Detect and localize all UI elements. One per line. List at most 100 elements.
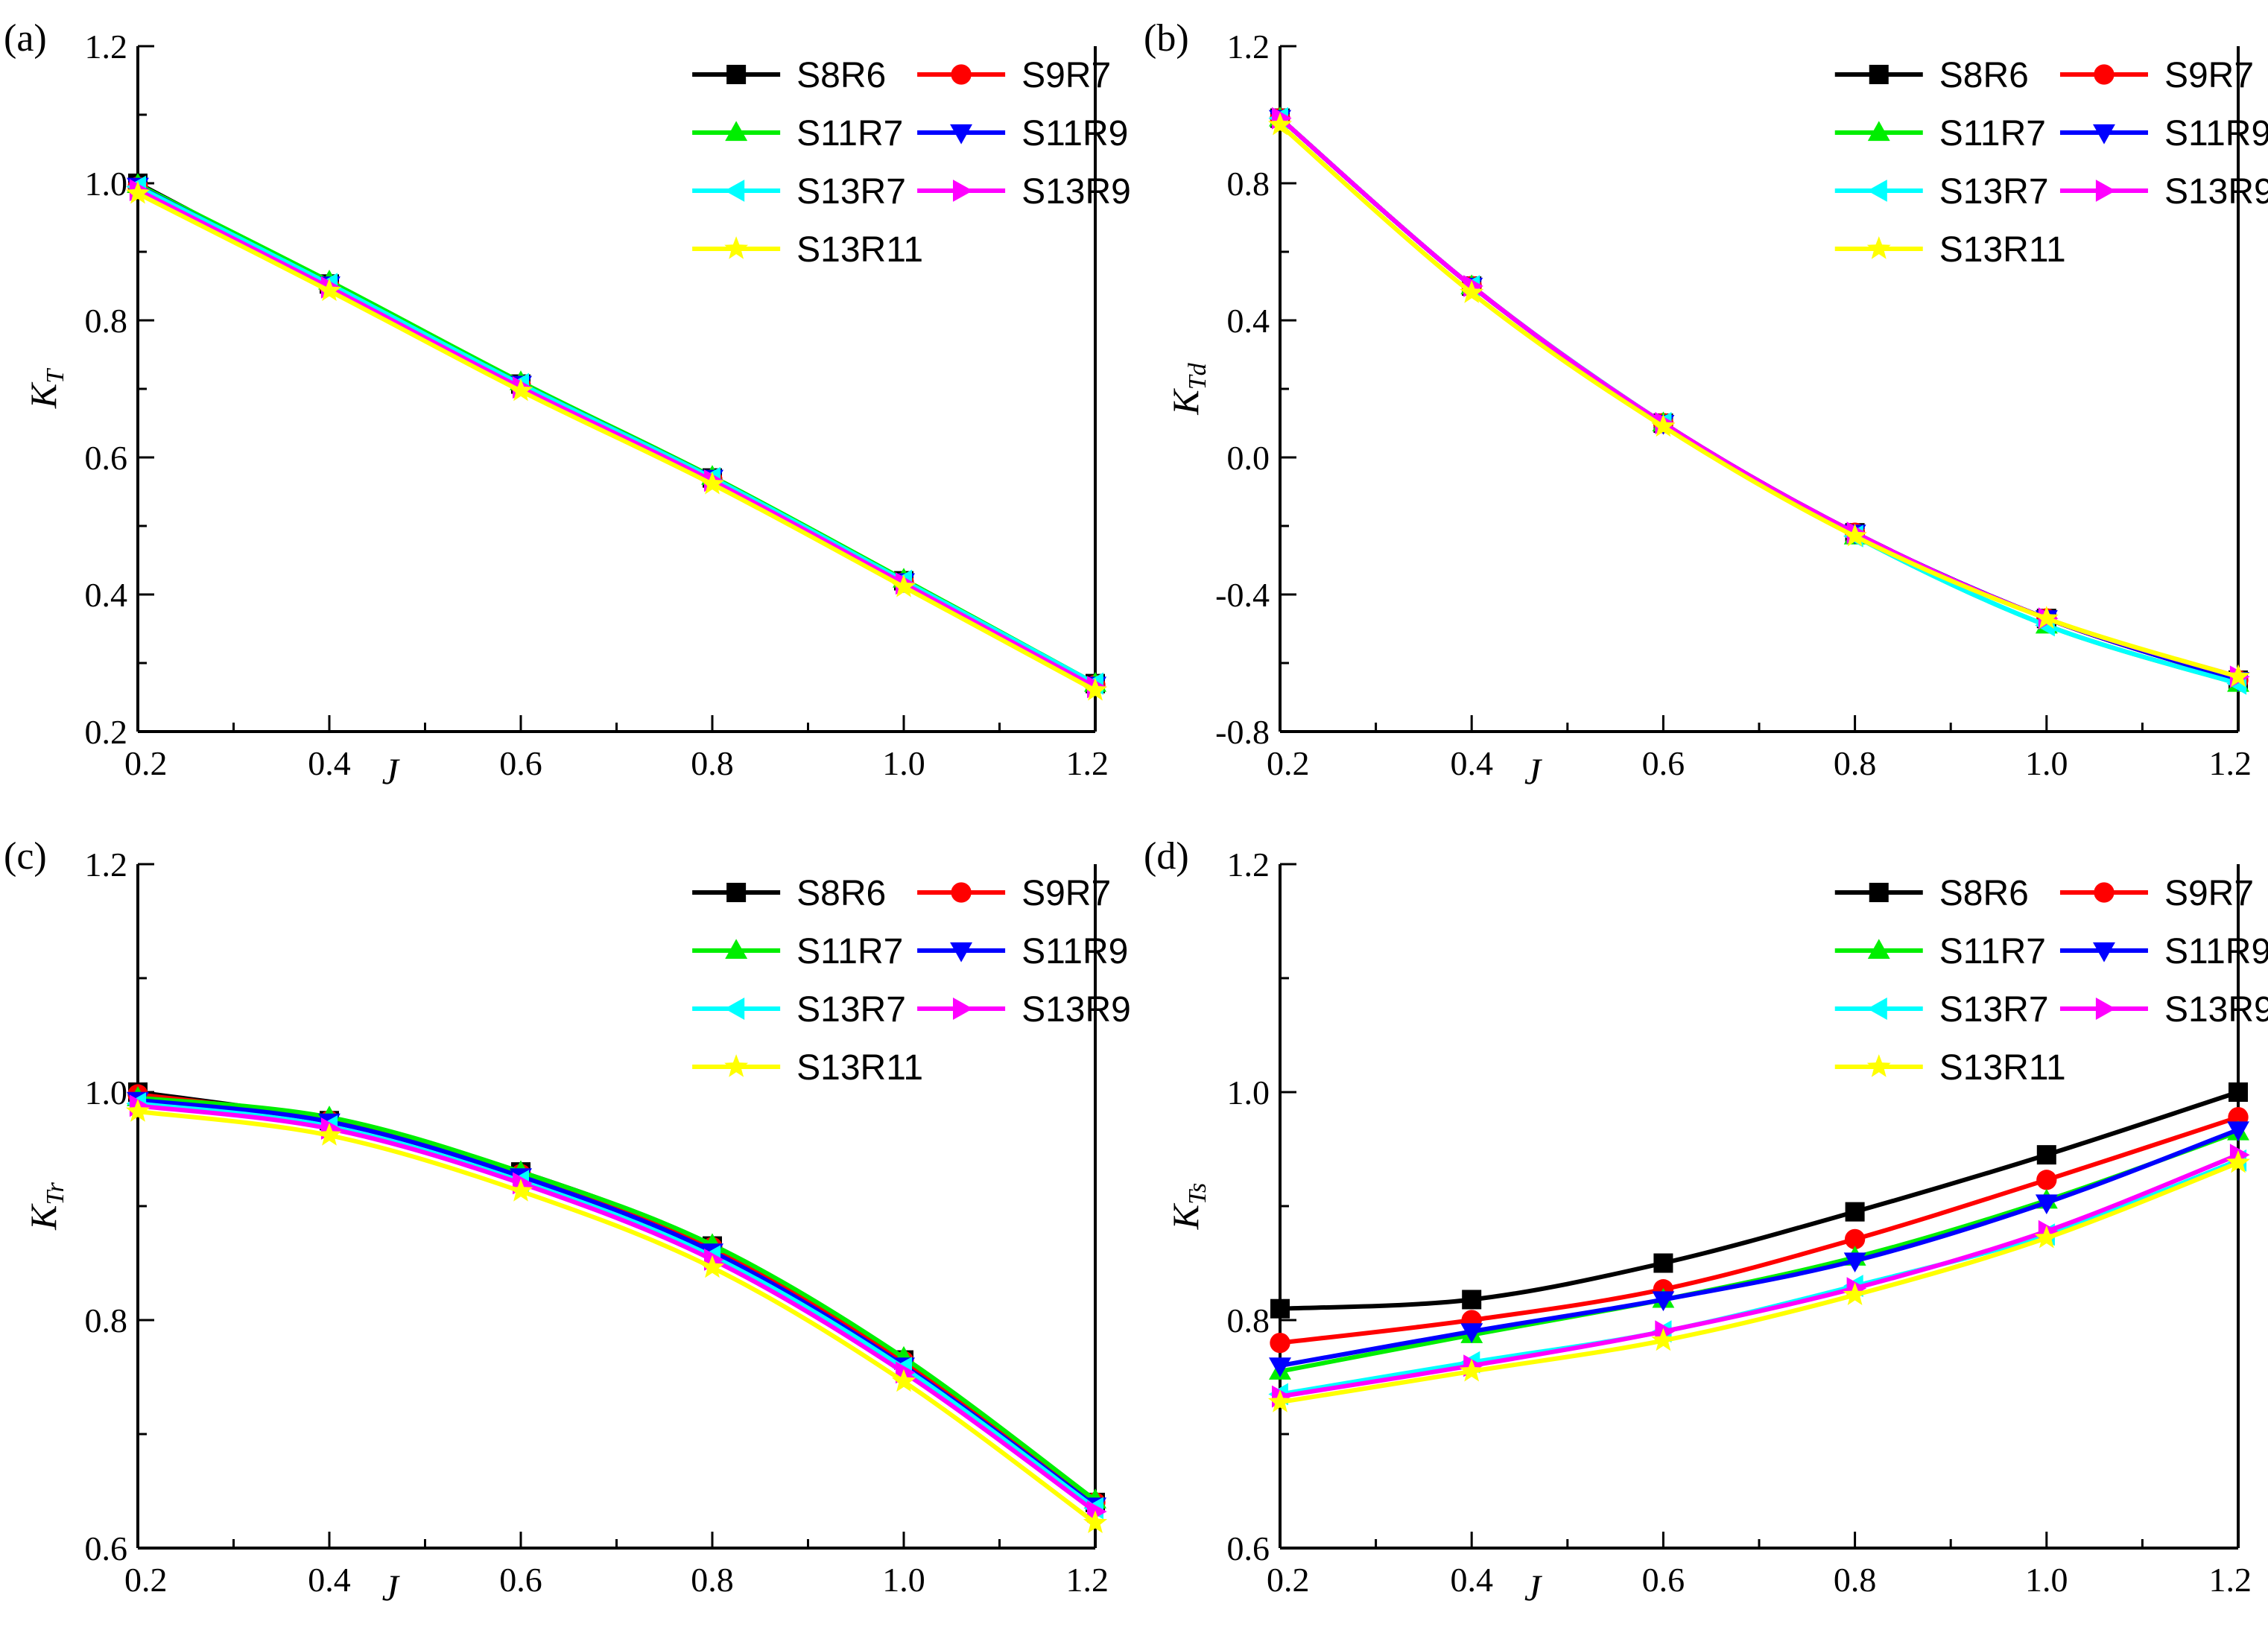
data-point-S13R11 — [1651, 413, 1676, 437]
y-tick-label: 0.6 — [85, 1529, 128, 1567]
x-tick-label: 0.4 — [308, 1561, 351, 1599]
data-point-S9R7 — [1844, 1228, 1866, 1250]
data-point-S13R11 — [700, 472, 725, 495]
legend-label-S13R7: S13R7 — [1939, 172, 2049, 212]
data-point-S11R9 — [1652, 1291, 1675, 1312]
series-line-S8R6 — [1278, 1090, 2240, 1311]
series-line-S13R11 — [1278, 122, 2240, 679]
legend-marker-S8R6 — [726, 65, 747, 84]
legend-label-S9R7: S9R7 — [2164, 56, 2254, 95]
x-tick-label: 1.0 — [2025, 744, 2068, 782]
legend-marker-S13R7 — [1867, 180, 1887, 202]
data-point-S13R11 — [1460, 1358, 1484, 1382]
y-axis-title: KTs — [1165, 1183, 1211, 1230]
y-tick-label: 1.2 — [85, 28, 128, 66]
legend-label-S8R6: S8R6 — [1939, 874, 2029, 913]
legend-label-S8R6: S8R6 — [796, 874, 886, 913]
legend-marker-S13R9 — [953, 998, 973, 1020]
x-tick-label: 0.8 — [1834, 744, 1877, 782]
legend-marker-S11R7 — [1867, 939, 1890, 959]
legend-label-S13R11: S13R11 — [796, 1048, 923, 1088]
legend-marker-S8R6 — [1869, 883, 1889, 902]
data-point-S13R11 — [1651, 1328, 1676, 1351]
y-axis-title-sub: Td — [1184, 362, 1211, 390]
legend-label-S9R7: S9R7 — [1021, 56, 1111, 95]
y-axis-title-sub: Tr — [42, 1182, 69, 1205]
panel-label: (d) — [1144, 835, 1189, 878]
y-tick-label: 1.0 — [85, 165, 128, 203]
data-point-S8R6 — [1270, 1298, 1290, 1319]
data-point-S13R11 — [1083, 1510, 1108, 1533]
data-point-S13R11 — [2034, 606, 2059, 629]
data-point-S13R11 — [1843, 1282, 1867, 1305]
legend-label-S11R9: S11R9 — [2164, 932, 2268, 971]
series-line-S13R9 — [1278, 115, 2240, 679]
x-tick-label: 0.2 — [1267, 744, 1310, 782]
legend-label-S9R7: S9R7 — [2164, 874, 2254, 913]
legend-marker-S13R7 — [724, 998, 745, 1020]
y-axis-title: KT — [22, 368, 69, 409]
legend-marker-S13R7 — [724, 180, 745, 202]
legend-label-S8R6: S8R6 — [796, 56, 886, 95]
series-line-S13R7 — [1278, 115, 2240, 686]
legend-marker-S11R7 — [1867, 121, 1890, 142]
x-tick-label: 1.0 — [882, 744, 925, 782]
series-line-S11R7 — [1278, 1129, 2240, 1374]
legend-marker-S11R9 — [950, 124, 972, 145]
series-line-S9R7 — [136, 1092, 1097, 1505]
legend-label-S11R7: S11R7 — [1939, 932, 2046, 971]
legend-marker-S13R11 — [1866, 1054, 1891, 1077]
legend-marker-S13R11 — [1866, 236, 1891, 259]
series-line-S8R6 — [136, 1090, 1097, 1505]
y-axis-title-main: K — [22, 381, 64, 409]
data-point-S13R11 — [1267, 112, 1293, 136]
x-tick-label: 0.6 — [499, 1561, 542, 1599]
data-point-S11R9 — [1843, 1252, 1866, 1272]
legend-marker-S11R9 — [2093, 124, 2115, 145]
legend-marker-S9R7 — [951, 64, 972, 85]
legend-marker-S9R7 — [951, 882, 972, 903]
series-line-S13R11 — [1278, 1160, 2240, 1405]
x-axis-title: J — [382, 750, 401, 792]
data-point-S8R6 — [1462, 1290, 1482, 1310]
series-line-S13R9 — [1278, 1152, 2240, 1399]
legend-label-S13R11: S13R11 — [796, 230, 923, 270]
legend-label-S13R7: S13R7 — [1939, 990, 2049, 1030]
y-axis-title-main: K — [1165, 388, 1206, 416]
x-axis-title: J — [382, 1567, 401, 1608]
x-axis-title: J — [1524, 1567, 1543, 1608]
legend-label-S13R7: S13R7 — [796, 990, 906, 1030]
data-point-S8R6 — [1653, 1253, 1673, 1273]
y-axis-title: KTd — [1165, 362, 1211, 415]
series-line-S13R7 — [136, 1101, 1097, 1511]
data-point-S13R11 — [508, 1179, 533, 1202]
y-axis-title: KTr — [22, 1182, 69, 1230]
legend-marker-S8R6 — [726, 883, 747, 902]
legend-label-S13R9: S13R9 — [2164, 990, 2268, 1030]
data-point-S13R11 — [317, 278, 342, 302]
x-tick-label: 0.4 — [308, 744, 351, 782]
legend-label-S11R9: S11R9 — [2164, 114, 2268, 153]
legend-marker-S9R7 — [2094, 64, 2115, 85]
legend-marker-S11R9 — [950, 942, 972, 963]
data-point-S13R11 — [2034, 1225, 2059, 1249]
x-tick-label: 0.4 — [1450, 1561, 1493, 1599]
y-tick-label: 0.4 — [85, 576, 128, 614]
y-tick-label: 0.0 — [1227, 439, 1270, 477]
y-tick-label: 0.8 — [85, 1301, 128, 1339]
y-tick-label: 0.8 — [1227, 165, 1270, 203]
data-point-S13R11 — [317, 1123, 342, 1146]
series-line-S11R9 — [1278, 1127, 2240, 1369]
y-tick-label: 1.2 — [1227, 846, 1270, 884]
y-tick-label: 0.8 — [85, 302, 128, 340]
x-tick-label: 1.0 — [2025, 1561, 2068, 1599]
legend-label-S13R9: S13R9 — [1021, 172, 1131, 212]
legend-marker-S13R11 — [724, 1054, 749, 1077]
x-tick-label: 0.8 — [691, 1561, 734, 1599]
legend-marker-S13R9 — [2095, 998, 2116, 1020]
data-point-S8R6 — [1845, 1202, 1865, 1222]
legend-label-S11R7: S11R7 — [796, 114, 903, 153]
x-tick-label: 0.6 — [1642, 1561, 1685, 1599]
panel-label: (a) — [4, 17, 47, 60]
x-tick-label: 1.2 — [1066, 1561, 1109, 1599]
